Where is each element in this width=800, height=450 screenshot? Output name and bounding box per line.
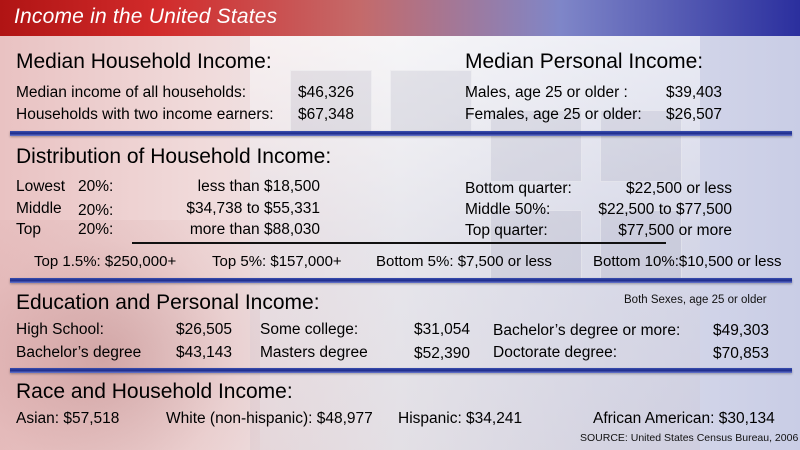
page-title: Income in the United States — [14, 5, 278, 28]
distribution-heading: Distribution of Household Income: — [16, 145, 332, 168]
education-label-some-college: Some college: — [260, 321, 359, 338]
median-personal-heading: Median Personal Income: — [465, 50, 704, 73]
median-household-value-1: $46,326 — [298, 84, 355, 101]
distribution-left-pct-1: 20%: — [78, 178, 114, 195]
median-household-value-2: $67,348 — [298, 106, 355, 123]
distribution-right-value-3: $77,500 or more — [618, 222, 732, 239]
education-heading: Education and Personal Income: — [16, 291, 320, 314]
distribution-left-pct-2: 20%: — [78, 202, 114, 219]
education-value-bachelors-or-more: $49,303 — [713, 322, 770, 339]
median-personal-value-2: $26,507 — [666, 106, 723, 123]
education-note: Both Sexes, age 25 or older — [624, 294, 767, 306]
background-building-image — [250, 30, 700, 450]
title-bar: Income in the United States — [0, 0, 800, 36]
distribution-left-value-1: less than $18,500 — [197, 178, 320, 195]
distribution-right-label-1: Bottom quarter: — [465, 180, 572, 197]
distribution-left-value-3: more than $88,030 — [189, 221, 320, 238]
education-label-masters: Masters degree — [260, 344, 368, 361]
education-label-bachelors-or-more: Bachelor’s degree or more: — [493, 322, 681, 339]
background-tree-image — [0, 220, 260, 450]
section-divider-1 — [10, 131, 792, 136]
distribution-extra-2: Top 5%: $157,000+ — [212, 253, 342, 270]
median-household-label-1: Median income of all households: — [16, 84, 247, 101]
distribution-left-value-2: $34,738 to $55,331 — [186, 200, 320, 217]
section-divider-3 — [10, 368, 792, 373]
section-divider-2 — [10, 278, 792, 283]
median-personal-label-1: Males, age 25 or older : — [465, 84, 628, 101]
distribution-extra-1: Top 1.5%: $250,000+ — [34, 253, 177, 270]
distribution-extra-4: Bottom 10%:$10,500 or less — [593, 253, 782, 270]
distribution-extra-3: Bottom 5%: $7,500 or less — [376, 253, 552, 270]
distribution-right-label-3: Top quarter: — [465, 222, 548, 239]
distribution-right-value-1: $22,500 or less — [626, 180, 732, 197]
median-household-label-2: Households with two income earners: — [16, 106, 274, 123]
distribution-underline — [132, 242, 666, 244]
source-note: SOURCE: United States Census Bureau, 200… — [580, 432, 799, 444]
median-household-heading: Median Household Income: — [16, 50, 272, 73]
education-value-highschool: $26,505 — [176, 321, 233, 338]
race-item-african-american: African American: $30,134 — [593, 410, 775, 427]
median-personal-value-1: $39,403 — [666, 84, 723, 101]
race-item-hispanic: Hispanic: $34,241 — [398, 410, 523, 427]
education-label-highschool: High School: — [16, 321, 104, 338]
education-value-masters: $52,390 — [414, 345, 471, 362]
distribution-right-value-2: $22,500 to $77,500 — [598, 201, 732, 218]
education-value-bachelors: $43,143 — [176, 344, 233, 361]
distribution-left-pct-3: 20%: — [78, 221, 114, 238]
education-value-doctorate: $70,853 — [713, 345, 770, 362]
education-label-doctorate: Doctorate degree: — [493, 344, 618, 361]
race-heading: Race and Household Income: — [16, 380, 293, 403]
education-label-bachelors: Bachelor’s degree — [16, 344, 142, 361]
distribution-left-label-2: Middle — [16, 200, 62, 217]
distribution-left-label-3: Top — [16, 221, 41, 238]
education-value-some-college: $31,054 — [414, 321, 471, 338]
race-item-asian: Asian: $57,518 — [16, 410, 120, 427]
distribution-left-label-1: Lowest — [16, 178, 66, 195]
race-item-white: White (non-hispanic): $48,977 — [166, 410, 373, 427]
median-personal-label-2: Females, age 25 or older: — [465, 106, 642, 123]
distribution-right-label-2: Middle 50%: — [465, 201, 551, 218]
